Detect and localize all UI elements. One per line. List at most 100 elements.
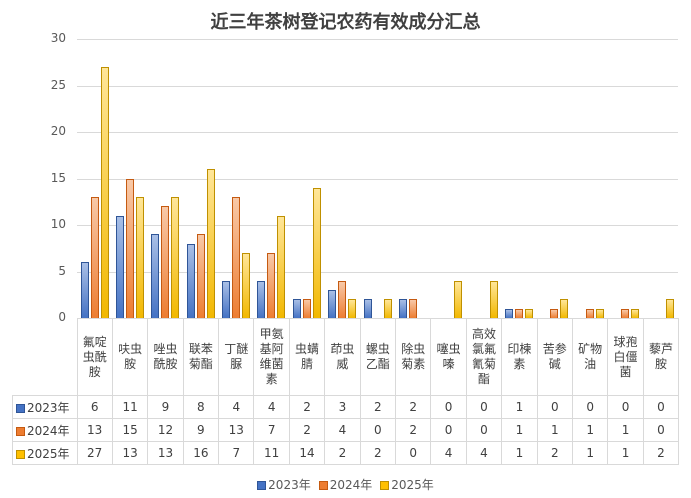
legend-item[interactable]: 2025年 — [380, 478, 434, 492]
category-label-line: 球孢 — [613, 334, 638, 349]
bar-2023年[interactable] — [116, 215, 125, 318]
y-tick-label: 15 — [50, 170, 66, 185]
category-label: 藜芦胺 — [642, 318, 680, 396]
y-tick-label: 5 — [58, 263, 66, 278]
bar-2023年[interactable] — [292, 299, 301, 318]
table-cell: 14 — [288, 441, 326, 465]
series-name: 2025年 — [27, 446, 70, 461]
bar-2024年[interactable] — [90, 197, 99, 318]
bar-2025年[interactable] — [277, 215, 286, 318]
bar-2024年[interactable] — [514, 308, 523, 318]
table-cell: 11 — [253, 441, 290, 465]
table-corner — [12, 318, 78, 396]
bar-2023年[interactable] — [151, 234, 160, 318]
bar-2024年[interactable] — [408, 299, 417, 318]
category-label-line: 嗪 — [442, 357, 455, 371]
bar-2023年[interactable] — [222, 280, 231, 318]
bar-2024年[interactable] — [620, 308, 629, 318]
gridline — [77, 85, 678, 87]
category-label-line: 素 — [513, 357, 526, 371]
legend-swatch-icon — [380, 481, 390, 490]
bar-2025年[interactable] — [171, 197, 180, 318]
bar-2024年[interactable] — [585, 308, 594, 318]
table-cell: 9 — [182, 418, 220, 442]
bar-2025年[interactable] — [630, 308, 639, 318]
category-label: 丁醚脲 — [218, 318, 255, 396]
bar-2025年[interactable] — [206, 169, 215, 318]
bar-2025年[interactable] — [348, 299, 357, 318]
legend-swatch-icon — [16, 426, 25, 436]
category-label-line: 甲氨 — [259, 327, 284, 341]
table-cell: 2 — [536, 441, 573, 465]
bar-2025年[interactable] — [560, 299, 569, 318]
bar-2023年[interactable] — [398, 299, 407, 318]
table-cell: 12 — [147, 418, 184, 442]
bar-2025年[interactable] — [136, 197, 145, 318]
category-label-line: 基阿 — [259, 342, 284, 356]
table-row: 2025年 27 13 13 16 7 11 14 2 2 0 4 4 1 2 1 1 2 — [12, 441, 680, 465]
table-cell: 0 — [359, 418, 397, 442]
bar-2025年[interactable] — [100, 66, 109, 318]
bar-2023年[interactable] — [186, 243, 195, 318]
table-cell: 9 — [147, 395, 184, 419]
bar-2024年[interactable] — [126, 178, 135, 318]
category-label: 氟啶 虫酰胺 — [76, 318, 113, 396]
category-label: 联苯 菊酯 — [182, 318, 220, 396]
bar-2024年[interactable] — [232, 197, 241, 318]
bar-2025年[interactable] — [242, 252, 251, 318]
category-label: 甲氨 基阿 维菌素 — [253, 318, 290, 396]
category-label-line: 菊素 — [401, 357, 426, 371]
series-name: 2023年 — [27, 400, 70, 415]
bar-2025年[interactable] — [595, 308, 604, 318]
bar-2025年[interactable] — [524, 308, 533, 318]
bar-2023年[interactable] — [363, 299, 372, 318]
table-cell: 2 — [395, 395, 432, 419]
bar-2023年[interactable] — [257, 280, 266, 318]
table-cell: 0 — [642, 395, 680, 419]
bar-2025年[interactable] — [312, 187, 321, 318]
category-label-line: 矿物 — [578, 342, 603, 356]
series-name: 2024年 — [27, 423, 70, 438]
bar-2024年[interactable] — [267, 252, 276, 318]
category-label: 高效 氯氟 氰菊酯 — [465, 318, 503, 396]
table-cell: 0 — [571, 395, 609, 419]
table-cell: 16 — [182, 441, 220, 465]
table-cell: 7 — [253, 418, 290, 442]
gridline — [77, 178, 678, 180]
bar-2024年[interactable] — [550, 308, 559, 318]
legend-swatch-icon — [16, 403, 25, 413]
legend-item[interactable]: 2024年 — [318, 478, 372, 492]
table-cell: 0 — [465, 395, 503, 419]
table-cell: 4 — [253, 395, 290, 419]
bar-2024年[interactable] — [302, 299, 311, 318]
bar-2025年[interactable] — [454, 280, 463, 318]
legend: 2023年 2024年 2025年 — [0, 476, 691, 493]
gridline — [77, 271, 678, 273]
bar-2024年[interactable] — [338, 280, 347, 318]
category-label-line: 虫螨 — [295, 342, 320, 356]
category-label-line: 菌 — [619, 364, 632, 379]
bar-2024年[interactable] — [161, 206, 170, 318]
category-label-line: 威 — [336, 357, 349, 371]
table-cell: 13 — [218, 418, 255, 442]
category-label-line: 藜芦 — [648, 342, 673, 356]
bar-2023年[interactable] — [504, 308, 513, 318]
bar-2023年[interactable] — [80, 262, 89, 318]
gridline — [77, 132, 678, 133]
bar-2025年[interactable] — [489, 280, 498, 318]
bar-2024年[interactable] — [196, 234, 205, 318]
series-label: 2023年 — [12, 395, 78, 419]
y-tick-label: 25 — [50, 77, 66, 92]
y-tick-label: 20 — [50, 124, 66, 138]
category-label-line: 乙酯 — [365, 357, 390, 371]
bar-2025年[interactable] — [666, 299, 675, 318]
legend-swatch-icon — [318, 481, 328, 490]
legend-item[interactable]: 2023年 — [257, 478, 311, 492]
category-label-line: 白僵 — [613, 349, 638, 364]
table-cell: 4 — [465, 441, 503, 465]
bar-2023年[interactable] — [328, 290, 337, 318]
category-label-line: 唑虫 — [153, 342, 178, 356]
chart-title: 近三年茶树登记农药有效成分汇总 — [210, 12, 481, 33]
category-label-line: 胺 — [654, 357, 667, 371]
bar-2025年[interactable] — [383, 299, 392, 318]
